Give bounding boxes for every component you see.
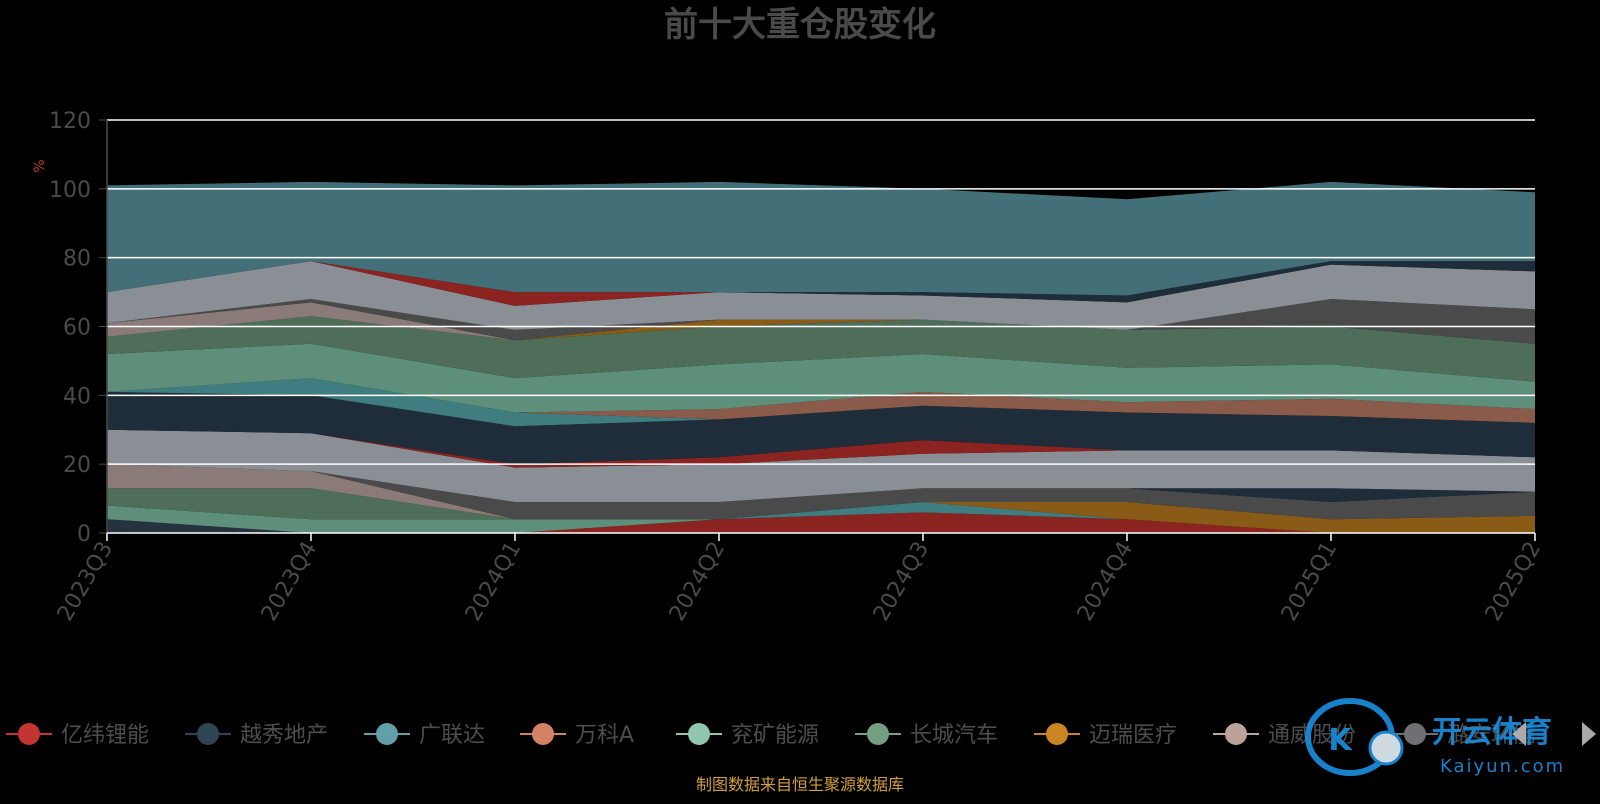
series-area-20 — [107, 261, 1535, 330]
series-area-9 — [107, 464, 1535, 502]
series-area-1 — [107, 512, 1535, 533]
legend-label-6: 迈瑞医疗 — [1089, 723, 1177, 748]
legend-marker-4 — [688, 723, 710, 745]
legend-marker-8 — [1404, 723, 1426, 745]
series-area-17 — [107, 316, 1535, 344]
x-tick-label-0: 2023Q3 — [53, 538, 118, 626]
y-tick-label-0: 0 — [77, 522, 91, 547]
legend-label-4: 兖矿能源 — [731, 723, 819, 748]
y-axis-unit: % — [32, 159, 48, 172]
series-area-22 — [107, 261, 1535, 303]
legend-marker-5 — [867, 723, 889, 745]
y-tick-label-4: 80 — [63, 247, 91, 272]
series-area-12 — [107, 391, 1535, 465]
x-tick-label-1: 2023Q4 — [257, 538, 322, 626]
legend-marker-2 — [376, 723, 398, 745]
series-area-18 — [107, 302, 1535, 344]
legend-item-3[interactable]: 万科A — [520, 723, 634, 748]
source-note: 制图数据来自恒生聚源数据库 — [696, 775, 904, 794]
watermark: K 开云体育 Kaiyun.com — [1305, 698, 1565, 777]
y-tick-label-5: 100 — [49, 178, 91, 203]
chart-title: 前十大重仓股变化 — [664, 5, 936, 45]
x-tick-label-6: 2025Q1 — [1277, 538, 1342, 626]
legend-item-0[interactable]: 亿纬锂能 — [6, 723, 149, 748]
legend-marker-3 — [532, 723, 554, 745]
legend-label-1: 越秀地产 — [240, 723, 328, 748]
legend-item-1[interactable]: 越秀地产 — [185, 723, 328, 748]
x-tick-label-7: 2025Q2 — [1481, 538, 1546, 626]
series-area-11 — [107, 429, 1535, 468]
series-area-23 — [107, 181, 1535, 296]
series-area-5 — [107, 488, 1535, 533]
legend-marker-1 — [197, 723, 219, 745]
legend-label-3: 万科A — [575, 723, 634, 748]
legend-marker-6 — [1046, 723, 1068, 745]
series-area-10 — [107, 429, 1535, 502]
x-tick-label-4: 2024Q3 — [869, 538, 934, 626]
x-tick-label-2: 2024Q1 — [461, 538, 526, 626]
legend-pager[interactable] — [1512, 722, 1596, 746]
legend-label-0: 亿纬锂能 — [61, 723, 149, 748]
series-area-0 — [107, 512, 1535, 533]
series-area-4 — [107, 502, 1535, 533]
legend-item-6[interactable]: 迈瑞医疗 — [1034, 723, 1177, 748]
y-tick-label-1: 20 — [63, 453, 91, 478]
x-tick-label-5: 2024Q4 — [1073, 538, 1138, 626]
legend-item-4[interactable]: 兖矿能源 — [676, 723, 819, 748]
legend-next-arrow-icon[interactable] — [1582, 722, 1596, 746]
legend-prev-arrow-icon[interactable] — [1512, 722, 1526, 746]
series-areas — [107, 181, 1535, 533]
legend-label-5: 长城汽车 — [910, 723, 998, 748]
series-area-19 — [107, 299, 1535, 344]
series-area-16 — [107, 316, 1535, 382]
series-area-7 — [107, 464, 1535, 520]
series-area-13 — [107, 378, 1535, 427]
watermark-brand: 开云体育 — [1432, 715, 1552, 750]
legend-label-2: 广联达 — [419, 723, 485, 748]
legend-item-5[interactable]: 长城汽车 — [855, 723, 998, 748]
legend-marker-0 — [18, 723, 40, 745]
y-tick-label-2: 40 — [63, 384, 91, 409]
x-tick-label-3: 2024Q2 — [665, 538, 730, 626]
y-tick-label-6: 120 — [49, 109, 91, 134]
series-area-8 — [107, 464, 1535, 520]
y-tick-label-3: 60 — [63, 316, 91, 341]
series-area-6 — [107, 488, 1535, 533]
football-icon — [1368, 730, 1404, 766]
watermark-sub: Kaiyun.com — [1440, 756, 1565, 777]
legend-marker-7 — [1225, 723, 1247, 745]
watermark-logo-letter: K — [1328, 723, 1353, 758]
legend-item-2[interactable]: 广联达 — [364, 723, 485, 748]
